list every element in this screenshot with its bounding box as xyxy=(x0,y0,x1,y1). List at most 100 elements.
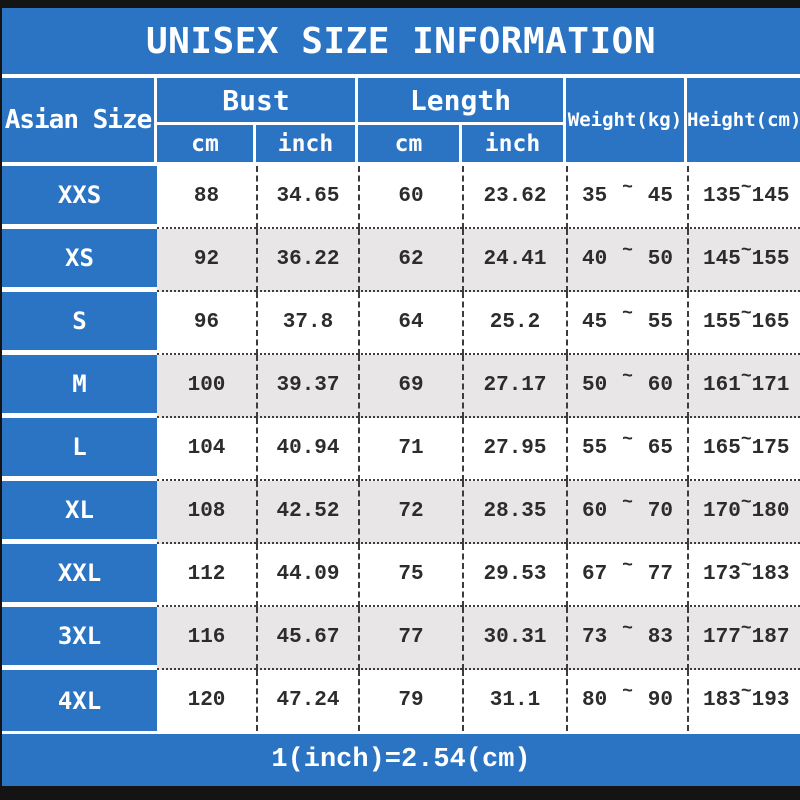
weight-min: 40 xyxy=(582,248,608,271)
column-header-length-inch: inch xyxy=(462,125,566,166)
height-range-cell: 155 ~ 165 xyxy=(687,292,800,355)
height-range-cell: 161 ~ 171 xyxy=(687,355,800,418)
height-min: 135 xyxy=(703,185,741,208)
length-inch-cell: 23.62 xyxy=(462,166,566,229)
length-inch-cell: 25.2 xyxy=(462,292,566,355)
height-range-cell: 145 ~ 155 xyxy=(687,229,800,292)
row-size-label: XL xyxy=(2,481,157,544)
table-row: XXS 88 34.65 60 23.62 35 ~ 45 135 ~ 145 xyxy=(2,166,800,229)
weight-range-cell: 60 ~ 70 xyxy=(566,481,687,544)
tilde-separator: ~ xyxy=(740,240,752,261)
table-row: S 96 37.8 64 25.2 45 ~ 55 155 ~ 165 xyxy=(2,292,800,355)
weight-min: 60 xyxy=(582,500,608,523)
weight-max: 60 xyxy=(647,374,673,397)
row-size-label: XXS xyxy=(2,166,157,229)
weight-max: 50 xyxy=(647,248,673,271)
bust-inch-cell: 44.09 xyxy=(256,544,358,607)
top-border-bar xyxy=(2,0,800,8)
weight-min: 55 xyxy=(582,437,608,460)
bust-cm-cell: 88 xyxy=(157,166,256,229)
table-row: 3XL 116 45.67 77 30.31 73 ~ 83 177 ~ 187 xyxy=(2,607,800,670)
bust-cm-cell: 100 xyxy=(157,355,256,418)
tilde-separator: ~ xyxy=(740,492,752,513)
weight-range-cell: 50 ~ 60 xyxy=(566,355,687,418)
bust-cm-cell: 120 xyxy=(157,670,256,731)
length-cm-cell: 64 xyxy=(358,292,462,355)
length-inch-cell: 27.17 xyxy=(462,355,566,418)
length-cm-cell: 77 xyxy=(358,607,462,670)
bust-inch-cell: 36.22 xyxy=(256,229,358,292)
tilde-separator: ~ xyxy=(622,240,633,261)
height-max: 183 xyxy=(751,563,790,586)
row-size-label: 4XL xyxy=(2,670,157,731)
weight-max: 90 xyxy=(647,689,673,712)
length-inch-cell: 31.1 xyxy=(462,670,566,731)
length-inch-cell: 29.53 xyxy=(462,544,566,607)
bust-inch-cell: 47.24 xyxy=(256,670,358,731)
height-min: 173 xyxy=(703,563,741,586)
height-range-cell: 170 ~ 180 xyxy=(687,481,800,544)
size-table-body: XXS 88 34.65 60 23.62 35 ~ 45 135 ~ 145 … xyxy=(2,166,800,731)
weight-min: 45 xyxy=(582,311,608,334)
height-range-cell: 183 ~ 193 xyxy=(687,670,800,731)
size-table-header: Asian Size Bust Length Weight(kg) Height… xyxy=(2,78,800,166)
bust-cm-cell: 104 xyxy=(157,418,256,481)
height-max: 175 xyxy=(751,437,790,460)
height-min: 183 xyxy=(703,689,741,712)
height-min: 161 xyxy=(703,374,741,397)
tilde-separator: ~ xyxy=(622,366,633,387)
conversion-note: 1(inch)=2.54(cm) xyxy=(2,734,800,786)
size-table: Asian Size Bust Length Weight(kg) Height… xyxy=(2,78,800,731)
height-min: 165 xyxy=(703,437,741,460)
bust-cm-cell: 116 xyxy=(157,607,256,670)
table-row: XS 92 36.22 62 24.41 40 ~ 50 145 ~ 155 xyxy=(2,229,800,292)
height-range-cell: 165 ~ 175 xyxy=(687,418,800,481)
row-size-label: S xyxy=(2,292,157,355)
bust-cm-cell: 96 xyxy=(157,292,256,355)
height-range-cell: 173 ~ 183 xyxy=(687,544,800,607)
height-min: 145 xyxy=(703,248,741,271)
tilde-separator: ~ xyxy=(622,492,633,513)
weight-min: 80 xyxy=(582,689,608,712)
table-row: XL 108 42.52 72 28.35 60 ~ 70 170 ~ 180 xyxy=(2,481,800,544)
weight-range-cell: 40 ~ 50 xyxy=(566,229,687,292)
bust-inch-cell: 40.94 xyxy=(256,418,358,481)
tilde-separator: ~ xyxy=(622,618,633,639)
table-row: 4XL 120 47.24 79 31.1 80 ~ 90 183 ~ 193 xyxy=(2,670,800,731)
bust-inch-cell: 39.37 xyxy=(256,355,358,418)
tilde-separator: ~ xyxy=(622,555,633,576)
column-header-asian-size: Asian Size xyxy=(2,78,157,166)
tilde-separator: ~ xyxy=(740,618,752,639)
bottom-border-bar xyxy=(2,786,800,800)
weight-min: 50 xyxy=(582,374,608,397)
height-max: 165 xyxy=(751,311,790,334)
tilde-separator: ~ xyxy=(622,429,633,450)
row-size-label: XXL xyxy=(2,544,157,607)
height-max: 193 xyxy=(751,689,790,712)
weight-range-cell: 45 ~ 55 xyxy=(566,292,687,355)
bust-inch-cell: 34.65 xyxy=(256,166,358,229)
column-header-bust-inch: inch xyxy=(256,125,358,166)
row-size-label: 3XL xyxy=(2,607,157,670)
length-cm-cell: 79 xyxy=(358,670,462,731)
tilde-separator: ~ xyxy=(622,177,633,198)
weight-max: 55 xyxy=(647,311,673,334)
weight-max: 65 xyxy=(647,437,673,460)
length-inch-cell: 24.41 xyxy=(462,229,566,292)
length-cm-cell: 75 xyxy=(358,544,462,607)
weight-min: 73 xyxy=(582,626,608,649)
row-size-label: L xyxy=(2,418,157,481)
weight-range-cell: 35 ~ 45 xyxy=(566,166,687,229)
length-cm-cell: 72 xyxy=(358,481,462,544)
height-min: 177 xyxy=(703,626,741,649)
table-row: L 104 40.94 71 27.95 55 ~ 65 165 ~ 175 xyxy=(2,418,800,481)
tilde-separator: ~ xyxy=(740,555,752,576)
height-range-cell: 177 ~ 187 xyxy=(687,607,800,670)
bust-cm-cell: 108 xyxy=(157,481,256,544)
column-group-length: Length xyxy=(358,78,566,125)
weight-range-cell: 73 ~ 83 xyxy=(566,607,687,670)
bust-cm-cell: 112 xyxy=(157,544,256,607)
height-max: 187 xyxy=(751,626,790,649)
weight-range-cell: 55 ~ 65 xyxy=(566,418,687,481)
